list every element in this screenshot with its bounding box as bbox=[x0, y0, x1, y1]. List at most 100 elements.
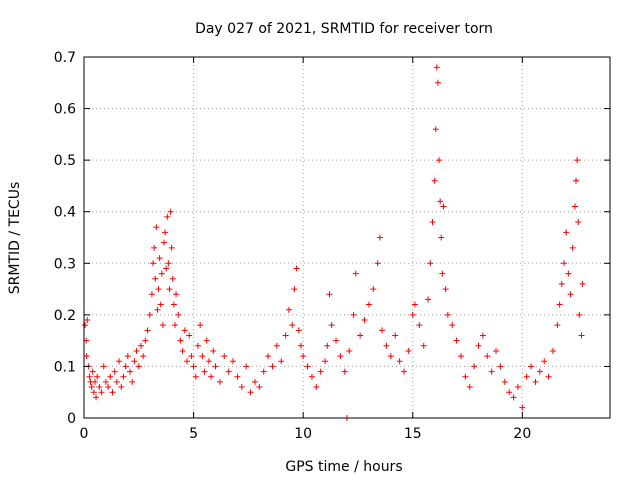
data-point bbox=[484, 353, 491, 360]
data-point bbox=[127, 368, 134, 375]
data-point bbox=[156, 255, 163, 262]
data-point bbox=[556, 301, 563, 308]
data-point bbox=[94, 373, 101, 380]
data-point bbox=[90, 389, 97, 396]
data-point bbox=[501, 378, 508, 385]
data-point bbox=[113, 378, 120, 385]
data-point bbox=[96, 384, 103, 391]
data-point bbox=[528, 363, 535, 370]
data-point bbox=[164, 213, 171, 220]
data-point bbox=[152, 275, 159, 282]
data-point bbox=[558, 280, 565, 287]
data-point bbox=[550, 347, 557, 354]
x-tick-label: 5 bbox=[189, 426, 198, 442]
data-point bbox=[352, 270, 359, 277]
data-point bbox=[383, 342, 390, 349]
data-point bbox=[167, 208, 174, 215]
y-tick-label: 0.7 bbox=[54, 50, 76, 66]
data-point bbox=[154, 306, 161, 313]
data-point bbox=[150, 260, 157, 267]
data-point bbox=[105, 384, 112, 391]
data-point bbox=[137, 342, 144, 349]
data-point bbox=[575, 219, 582, 226]
data-point bbox=[197, 322, 204, 329]
data-point bbox=[278, 358, 285, 365]
data-point bbox=[175, 311, 182, 318]
data-point bbox=[442, 286, 449, 293]
data-point bbox=[576, 311, 583, 318]
data-point bbox=[168, 244, 175, 251]
data-point bbox=[510, 394, 517, 401]
data-point bbox=[122, 363, 129, 370]
data-point bbox=[479, 332, 486, 339]
data-point bbox=[541, 358, 548, 365]
data-point bbox=[579, 280, 586, 287]
x-tick-label: 0 bbox=[80, 426, 89, 442]
data-point bbox=[571, 203, 578, 210]
data-point bbox=[163, 265, 170, 272]
data-point bbox=[438, 234, 445, 241]
data-point bbox=[192, 373, 199, 380]
data-point bbox=[155, 286, 162, 293]
data-point bbox=[409, 311, 416, 318]
data-point bbox=[116, 358, 123, 365]
data-point bbox=[199, 353, 206, 360]
data-point bbox=[432, 126, 439, 133]
data-point bbox=[269, 363, 276, 370]
data-point bbox=[433, 64, 440, 71]
data-point bbox=[82, 322, 89, 329]
data-point bbox=[181, 327, 188, 334]
data-point bbox=[194, 342, 201, 349]
data-point bbox=[300, 353, 307, 360]
data-point bbox=[425, 296, 432, 303]
data-point bbox=[411, 301, 418, 308]
data-point bbox=[151, 244, 158, 251]
data-point bbox=[171, 322, 178, 329]
data-point bbox=[387, 353, 394, 360]
data-point bbox=[437, 198, 444, 205]
data-point bbox=[416, 322, 423, 329]
data-point bbox=[536, 368, 543, 375]
data-point bbox=[251, 378, 258, 385]
data-point bbox=[350, 311, 357, 318]
y-tick-label: 0.5 bbox=[54, 153, 76, 169]
data-point bbox=[243, 363, 250, 370]
chart-title: Day 027 of 2021, SRMTID for receiver tor… bbox=[195, 21, 493, 37]
data-point bbox=[308, 373, 315, 380]
data-point bbox=[86, 373, 93, 380]
data-point bbox=[376, 234, 383, 241]
data-point bbox=[475, 342, 482, 349]
data-point bbox=[439, 270, 446, 277]
data-point bbox=[186, 332, 193, 339]
data-point bbox=[563, 229, 570, 236]
data-point bbox=[140, 353, 147, 360]
y-tick-label: 0.1 bbox=[54, 359, 76, 375]
data-point bbox=[166, 286, 173, 293]
data-point bbox=[506, 389, 513, 396]
data-point bbox=[91, 378, 98, 385]
data-point bbox=[184, 358, 191, 365]
tick-labels: 0 5 10 15 20 0 0.1 0.2 0.3 0.4 0.5 0.6 0.7 bbox=[54, 50, 532, 442]
data-point bbox=[322, 358, 329, 365]
data-point bbox=[165, 260, 172, 267]
data-point bbox=[225, 368, 232, 375]
data-point bbox=[291, 286, 298, 293]
data-point bbox=[208, 373, 215, 380]
y-axis-label: SRMTID / TECUs bbox=[7, 182, 23, 295]
data-point bbox=[135, 363, 142, 370]
data-point bbox=[118, 384, 125, 391]
data-point bbox=[289, 322, 296, 329]
data-point bbox=[169, 275, 176, 282]
data-point bbox=[120, 373, 127, 380]
x-tick-label: 20 bbox=[513, 426, 531, 442]
data-point bbox=[170, 301, 177, 308]
data-point bbox=[574, 157, 581, 164]
data-point bbox=[519, 404, 526, 411]
data-point bbox=[370, 286, 377, 293]
data-point bbox=[133, 347, 140, 354]
data-point bbox=[157, 301, 164, 308]
data-point bbox=[328, 322, 335, 329]
x-axis-label: GPS time / hours bbox=[285, 459, 402, 475]
data-point bbox=[462, 373, 469, 380]
